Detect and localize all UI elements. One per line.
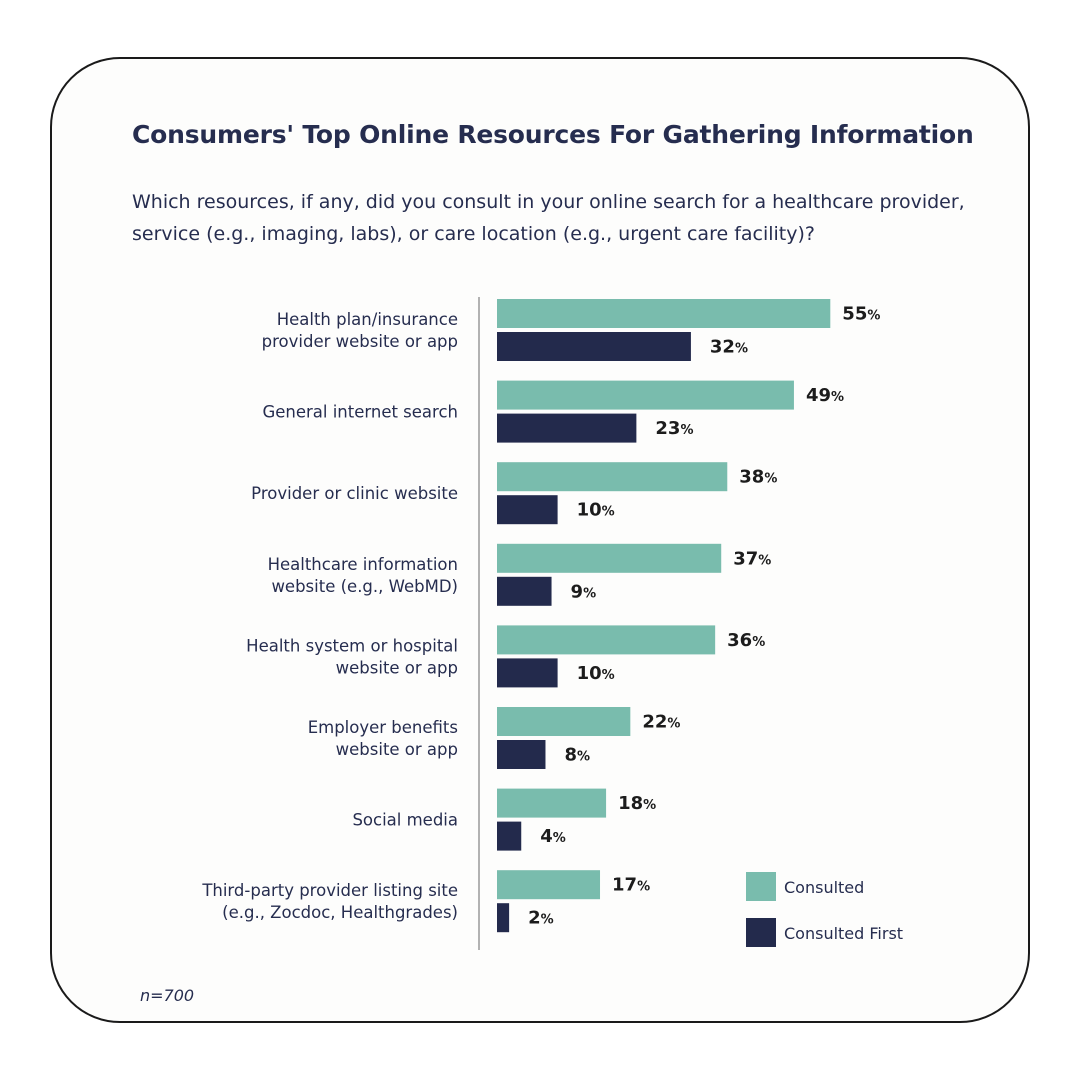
data-label: 4% — [540, 826, 566, 847]
legend-swatch-consulted — [746, 872, 776, 901]
bar-consulted — [497, 462, 728, 492]
category-label: Health system or hospital website or app — [246, 636, 458, 677]
data-label: 10% — [577, 663, 615, 684]
data-label: 22% — [642, 712, 680, 733]
data-label: 23% — [655, 418, 693, 439]
bar-consulted — [497, 788, 607, 818]
bar-consulted-first — [497, 332, 691, 361]
bar-consulted-first — [497, 903, 510, 933]
sample-size-note: n=700 — [140, 986, 195, 1005]
data-label: 55% — [842, 304, 880, 325]
data-label: 9% — [571, 581, 597, 602]
category-label: Provider or clinic website — [251, 484, 458, 503]
data-label: 32% — [710, 337, 748, 358]
bar-consulted-first — [497, 413, 637, 443]
chart-title: Consumers' Top Online Resources For Gath… — [132, 120, 974, 149]
bar-consulted — [497, 707, 631, 736]
chart-card — [50, 57, 1030, 1023]
data-label: 37% — [733, 548, 771, 569]
data-label: 17% — [612, 875, 650, 896]
data-label: 38% — [739, 467, 777, 488]
data-label: 18% — [618, 793, 656, 814]
category-label: Social media — [352, 811, 458, 830]
category-label: Health plan/insurance provider website or… — [262, 310, 458, 351]
bar-consulted — [497, 380, 794, 410]
category-label: Third-party provider listing site (e.g., … — [201, 881, 458, 922]
category-label: Employer benefits website or app — [308, 718, 458, 759]
data-label: 8% — [564, 745, 590, 766]
legend-swatch-consulted-first — [746, 918, 776, 947]
category-label: Healthcare information website (e.g., Web… — [268, 555, 458, 596]
bar-consulted — [497, 625, 716, 655]
legend-label: Consulted — [784, 878, 864, 897]
bar-consulted — [497, 543, 722, 573]
bar-consulted — [497, 870, 601, 900]
legend-label: Consulted First — [784, 924, 903, 943]
bar-consulted-first — [497, 495, 558, 525]
data-label: 36% — [727, 630, 765, 651]
chart-subtitle: Which resources, if any, did you consult… — [132, 191, 965, 245]
bar-consulted-first — [497, 740, 546, 769]
bar-consulted — [497, 299, 831, 328]
bar-consulted-first — [497, 821, 522, 851]
bar-consulted-first — [497, 576, 552, 606]
bar-consulted-first — [497, 658, 558, 688]
data-label: 10% — [577, 500, 615, 521]
category-label: General internet search — [262, 403, 458, 422]
data-label: 2% — [528, 908, 554, 929]
data-label: 49% — [806, 385, 844, 406]
